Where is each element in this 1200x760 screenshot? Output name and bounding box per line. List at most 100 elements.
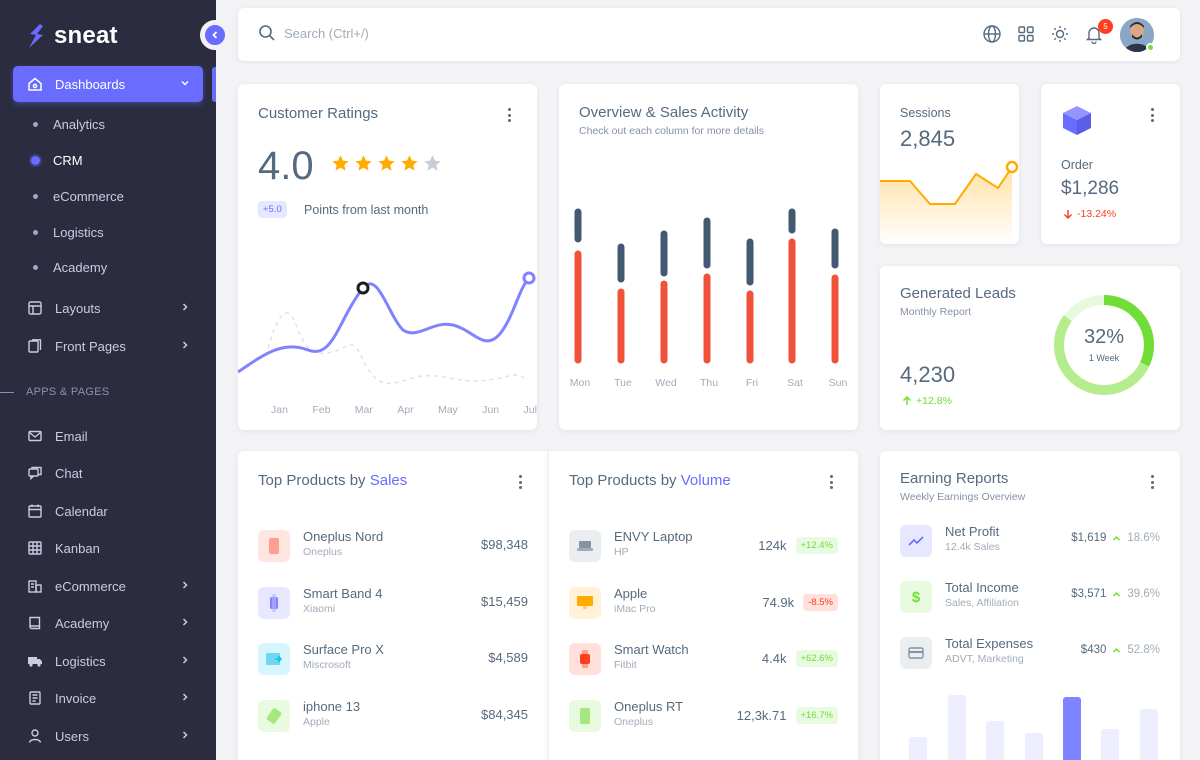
sidebar-item-users[interactable]: Users bbox=[13, 718, 203, 754]
sidebar-subitem-crm[interactable]: CRM bbox=[13, 145, 203, 175]
product-name: Smart Band 4 bbox=[303, 586, 383, 601]
more-options-icon[interactable] bbox=[518, 475, 522, 489]
list-item[interactable]: Oneplus RT Oneplus 12,3k.71 +16.7% bbox=[569, 696, 838, 736]
sidebar-subitem-analytics[interactable]: Analytics bbox=[13, 109, 203, 139]
list-item[interactable]: $ Total Income Sales, Affiliation $3,571… bbox=[900, 577, 1160, 617]
star-filled-icon bbox=[355, 155, 372, 171]
earnings-bar bbox=[986, 721, 1004, 760]
stat-value: 4,230 bbox=[900, 362, 956, 387]
sidebar-item-label: Academy bbox=[55, 615, 110, 631]
star-empty-icon bbox=[424, 155, 441, 171]
list-item[interactable]: ENVY Laptop HP 124k +12.4% bbox=[569, 526, 838, 566]
earnings-bar bbox=[1025, 733, 1043, 760]
sidebar-item-ecommerce[interactable]: eCommerce bbox=[13, 568, 203, 604]
apps-grid-icon[interactable] bbox=[1016, 24, 1036, 44]
earning-name: Net Profit bbox=[945, 524, 1000, 539]
active-indicator bbox=[212, 67, 216, 102]
bell-icon[interactable] bbox=[1084, 24, 1104, 44]
search-input[interactable]: Search (Ctrl+/) bbox=[284, 25, 369, 41]
current-period-line bbox=[238, 276, 531, 374]
card-title-accent: Volume bbox=[680, 472, 731, 489]
product-value: $98,348 bbox=[481, 537, 528, 552]
list-item[interactable]: Surface Pro X Miscrosoft $4,589 bbox=[258, 639, 528, 679]
list-item[interactable]: iphone 13 Apple $84,345 bbox=[258, 696, 528, 736]
axis-tick-label: Jan bbox=[271, 404, 288, 416]
brand[interactable]: sneat bbox=[26, 22, 118, 50]
sidebar-item-academy[interactable]: Academy bbox=[13, 605, 203, 641]
chevron-up-icon bbox=[1113, 591, 1121, 597]
sparkline-line bbox=[880, 166, 1013, 205]
building-icon bbox=[27, 578, 43, 594]
card-title-plain: Top Products by bbox=[569, 472, 677, 489]
sidebar-subitem-ecommerce[interactable]: eCommerce bbox=[13, 181, 203, 211]
more-options-icon[interactable] bbox=[1150, 475, 1154, 489]
sun-icon[interactable] bbox=[1050, 24, 1070, 44]
sales-activity-bar-chart bbox=[574, 208, 839, 364]
sidebar-subitem-logistics[interactable]: Logistics bbox=[13, 217, 203, 247]
axis-tick-label: May bbox=[437, 404, 458, 416]
axis-tick-label: Wed bbox=[655, 377, 677, 389]
list-item[interactable]: Total Expenses ADVT, Marketing $430 52.8… bbox=[900, 633, 1160, 673]
product-metrics: 12,3k.71 +16.7% bbox=[737, 707, 838, 724]
brand-logo-icon bbox=[29, 24, 43, 48]
globe-icon[interactable] bbox=[982, 24, 1002, 44]
list-item[interactable]: Smart Band 4 Xiaomi $15,459 bbox=[258, 583, 528, 623]
order-card: Order $1,286 -13.24% bbox=[1041, 84, 1180, 244]
earning-change: 39.6% bbox=[1127, 588, 1160, 600]
sidebar-item-label: Academy bbox=[53, 259, 108, 275]
card-title-plain: Top Products by bbox=[258, 472, 366, 489]
product-name: Oneplus RT bbox=[614, 699, 684, 714]
product-brand: Fitbit bbox=[614, 659, 637, 671]
more-options-icon[interactable] bbox=[1150, 108, 1154, 122]
online-status-dot bbox=[1146, 43, 1155, 52]
smartband-icon bbox=[258, 587, 290, 619]
earning-metrics: $430 52.8% bbox=[1081, 644, 1160, 656]
sidebar-item-invoice[interactable]: Invoice bbox=[13, 680, 203, 716]
sidebar-item-email[interactable]: Email bbox=[13, 418, 203, 454]
product-brand: iMac Pro bbox=[614, 603, 656, 615]
card-title: Generated Leads bbox=[900, 285, 1016, 302]
sidebar-collapse-button[interactable] bbox=[200, 20, 230, 50]
card-title: Overview & Sales Activity bbox=[579, 104, 749, 121]
sidebar-item-label: Chat bbox=[55, 465, 83, 481]
sidebar-item-front-pages[interactable]: Front Pages bbox=[13, 328, 203, 364]
product-brand: Oneplus bbox=[303, 546, 343, 558]
more-options-icon[interactable] bbox=[829, 475, 833, 489]
weekly-earnings-bar-chart bbox=[909, 695, 1158, 760]
axis-tick-label: Tue bbox=[614, 377, 632, 389]
sidebar-item-logistics[interactable]: Logistics bbox=[13, 643, 203, 679]
leads-donut-chart bbox=[1054, 295, 1154, 395]
sidebar-item-label: Invoice bbox=[55, 690, 97, 706]
search-box[interactable]: Search (Ctrl+/) bbox=[258, 24, 369, 42]
sidebar-item-layouts[interactable]: Layouts bbox=[13, 290, 203, 326]
product-name: Apple bbox=[614, 586, 648, 601]
earnings-bar bbox=[909, 737, 927, 760]
list-item[interactable]: Oneplus Nord Oneplus $98,348 bbox=[258, 526, 528, 566]
avatar[interactable] bbox=[1120, 18, 1154, 52]
sidebar-item-label: Front Pages bbox=[55, 338, 126, 354]
list-item[interactable]: Apple iMac Pro 74.9k -8.5% bbox=[569, 583, 838, 623]
stat-change-value: -13.24% bbox=[1077, 208, 1117, 220]
sidebar-item-chat[interactable]: Chat bbox=[13, 455, 203, 491]
list-item[interactable]: Smart Watch Fitbit 4.4k +62.6% bbox=[569, 639, 838, 679]
stat-value: $1,286 bbox=[1061, 178, 1120, 199]
card-subtitle: Weekly Earnings Overview bbox=[900, 491, 1026, 503]
sidebar-subitem-academy[interactable]: Academy bbox=[13, 252, 203, 282]
sidebar-item-calendar[interactable]: Calendar bbox=[13, 493, 203, 529]
sidebar-item-dashboards[interactable]: Dashboards bbox=[13, 66, 203, 102]
chevron-down-icon bbox=[181, 80, 189, 86]
customer-ratings-card: Customer Ratings 4.0 +5.0 Points from la… bbox=[238, 84, 537, 430]
earning-desc: Sales, Affiliation bbox=[945, 597, 1019, 609]
smartwatch-icon bbox=[569, 643, 601, 675]
mail-icon bbox=[27, 428, 43, 444]
more-options-icon[interactable] bbox=[507, 108, 511, 122]
list-item[interactable]: Net Profit 12.4k Sales $1,619 18.6% bbox=[900, 521, 1160, 561]
cube-icon bbox=[1063, 106, 1091, 135]
sidebar-item-kanban[interactable]: Kanban bbox=[13, 530, 203, 566]
card-title: Earning Reports bbox=[900, 470, 1009, 487]
sidebar: sneat Dashboards Analytics CRM eCommerce… bbox=[0, 0, 216, 760]
star-filled-icon bbox=[332, 155, 349, 171]
change-badge: +16.7% bbox=[795, 707, 838, 724]
sidebar-item-label: Logistics bbox=[55, 653, 106, 669]
product-brand: Oneplus bbox=[614, 716, 654, 728]
